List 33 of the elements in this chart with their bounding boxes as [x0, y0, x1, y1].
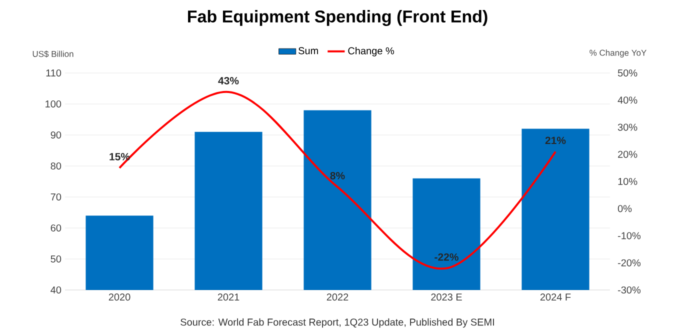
- x-tick-label: 2024 F: [540, 294, 571, 301]
- y-axis-title: US$ Billion: [32, 50, 74, 58]
- y-tick-label: 70: [50, 193, 62, 201]
- y2-tick-label: -30%: [618, 286, 641, 294]
- x-tick-label: 2021: [218, 294, 240, 301]
- y-tick-label: 100: [46, 100, 62, 108]
- y-tick-label: 40: [50, 286, 62, 294]
- y-tick-label: 80: [50, 162, 62, 170]
- chart-title: Fab Equipment Spending (Front End): [188, 10, 488, 26]
- y2-tick-label: 10%: [618, 178, 638, 186]
- y-tick-label: 50: [50, 255, 62, 263]
- y2-tick-label: 40%: [618, 96, 638, 104]
- y2-axis-title: % Change YoY: [590, 50, 646, 58]
- x-tick-label: 2022: [326, 294, 348, 301]
- legend-label: Change %: [348, 47, 394, 56]
- y2-tick-label: 50%: [618, 69, 638, 77]
- data-label: 43%: [218, 77, 239, 84]
- legend-label: Sum: [298, 47, 318, 54]
- y-tick-label: 90: [50, 131, 62, 139]
- y2-tick-label: -10%: [618, 232, 641, 240]
- y2-tick-label: -20%: [618, 259, 641, 266]
- y2-tick-label: 30%: [618, 124, 638, 131]
- data-label: 15%: [110, 153, 130, 160]
- y2-tick-label: 20%: [618, 150, 638, 158]
- y-tick-label: 60: [50, 224, 62, 232]
- x-tick-label: 2020: [108, 294, 130, 301]
- data-label: -22%: [434, 253, 458, 261]
- data-label: 8%: [330, 172, 345, 180]
- x-tick-label: 2023 E: [431, 294, 462, 301]
- data-label: 21%: [545, 136, 566, 144]
- y-tick-label: 110: [46, 69, 62, 77]
- source-note: Source: World Fab Forecast Report, 1Q23 Update, Published By SEMI: [180, 318, 494, 328]
- y2-tick-label: 0%: [618, 205, 632, 212]
